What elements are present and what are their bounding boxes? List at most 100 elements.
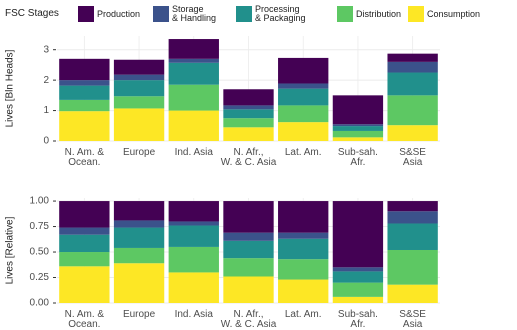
bar-segment xyxy=(223,232,274,241)
bar-segment xyxy=(168,246,219,273)
x-tick-label: Lat. Am. xyxy=(284,309,322,320)
bar-segment xyxy=(387,125,438,141)
x-tick-label: S&SE Asia xyxy=(399,147,426,168)
bar-segment xyxy=(59,58,110,81)
legend-title: FSC Stages xyxy=(5,8,59,19)
bar-segment xyxy=(113,80,165,97)
bar-segment xyxy=(113,201,165,221)
legend-swatch xyxy=(408,6,424,22)
legend-label: Production xyxy=(97,9,141,19)
x-tick-label: Ind. Asia xyxy=(174,309,213,320)
bar-segment xyxy=(332,296,384,303)
y-axis-label: Lives [Bln Heads] xyxy=(5,49,16,127)
bar-segment xyxy=(387,284,438,303)
y-tick-label: 0.50 xyxy=(30,247,50,258)
bar-segment xyxy=(223,118,274,128)
bar-segment xyxy=(223,89,274,106)
legend-swatch xyxy=(153,6,169,22)
bar-segment xyxy=(387,249,438,285)
bar-segment xyxy=(387,223,438,250)
x-tick-label: Ind. Asia xyxy=(174,147,213,158)
bar-segment xyxy=(59,85,110,100)
bar-segment xyxy=(278,57,329,84)
x-tick-label: S&SE Asia xyxy=(399,309,426,330)
bar-segment xyxy=(278,238,329,260)
bar-segment xyxy=(168,225,219,247)
x-tick-label: Sub-sah. Afr. xyxy=(337,309,378,330)
bar-segment xyxy=(387,201,438,212)
bar-segment xyxy=(332,126,384,131)
bar-segment xyxy=(332,267,384,272)
legend-label: Processing & Packaging xyxy=(255,4,306,23)
legend-swatch xyxy=(236,6,252,22)
bar-segment xyxy=(332,137,384,141)
bar-segment xyxy=(59,201,110,228)
y-tick-label: 0.25 xyxy=(30,272,50,283)
legend-label: Consumption xyxy=(427,9,481,19)
bar-segment xyxy=(59,252,110,267)
bar-segment xyxy=(59,111,110,141)
y-tick-label: 0.00 xyxy=(30,298,50,309)
bar-segment xyxy=(387,61,438,73)
legend-label: Storage & Handling xyxy=(172,4,217,23)
bar-segment xyxy=(332,282,384,297)
bar-segment xyxy=(168,84,219,111)
x-tick-label: Europe xyxy=(122,147,156,158)
bar-segment xyxy=(113,96,165,109)
bar-segment xyxy=(278,232,329,239)
bar-segment xyxy=(59,234,110,253)
bar-segment xyxy=(387,72,438,96)
bar-segment xyxy=(278,83,329,89)
bar-segment xyxy=(168,62,219,85)
bar-segment xyxy=(278,122,329,141)
bar-segment xyxy=(387,211,438,224)
bar-segment xyxy=(113,59,165,75)
bar-segment xyxy=(223,258,274,277)
bar-segment xyxy=(168,201,219,222)
bar-segment xyxy=(223,276,274,303)
bar-segment xyxy=(278,105,329,123)
bar-segment xyxy=(223,240,274,259)
y-tick-label: 0.75 xyxy=(30,221,50,232)
legend-swatch xyxy=(337,6,353,22)
bar-segment xyxy=(278,279,329,303)
bar-segment xyxy=(168,221,219,226)
y-tick-label: 0 xyxy=(43,136,49,147)
bar-segment xyxy=(278,201,329,233)
bar-segment xyxy=(332,95,384,125)
x-tick-label: Sub-sah. Afr. xyxy=(337,147,378,168)
bar-segment xyxy=(332,130,384,138)
bar-segment xyxy=(278,88,329,106)
bar-segment xyxy=(332,124,384,127)
bar-segment xyxy=(387,53,438,62)
bar-segment xyxy=(278,259,329,280)
bar-segment xyxy=(223,109,274,119)
bar-segment xyxy=(113,220,165,228)
x-tick-label: Europe xyxy=(122,309,156,320)
y-tick-label: 3 xyxy=(43,44,49,55)
x-tick-label: N. Am. & Ocean. xyxy=(64,147,105,168)
bar-segment xyxy=(332,201,384,268)
bar-segment xyxy=(168,110,219,141)
bar-segment xyxy=(168,39,219,59)
bar-segment xyxy=(223,105,274,110)
bar-segment xyxy=(223,127,274,141)
bar-segment xyxy=(168,58,219,63)
bar-segment xyxy=(113,108,165,141)
bar-segment xyxy=(59,80,110,86)
bar-segment xyxy=(113,247,165,264)
bar-segment xyxy=(223,201,274,233)
bar-segment xyxy=(59,99,110,112)
bar-segment xyxy=(59,266,110,303)
y-tick-label: 1 xyxy=(43,105,49,116)
legend-label: Distribution xyxy=(356,9,402,19)
bar-segment xyxy=(168,272,219,303)
bar-segment xyxy=(113,74,165,81)
legend-swatch xyxy=(78,6,94,22)
x-tick-label: N. Afr., W. & C. Asia xyxy=(220,309,277,330)
y-tick-label: 2 xyxy=(43,75,49,86)
x-tick-label: N. Afr., W. & C. Asia xyxy=(220,147,277,168)
y-tick-label: 1.00 xyxy=(30,196,50,207)
bar-segment xyxy=(113,227,165,248)
